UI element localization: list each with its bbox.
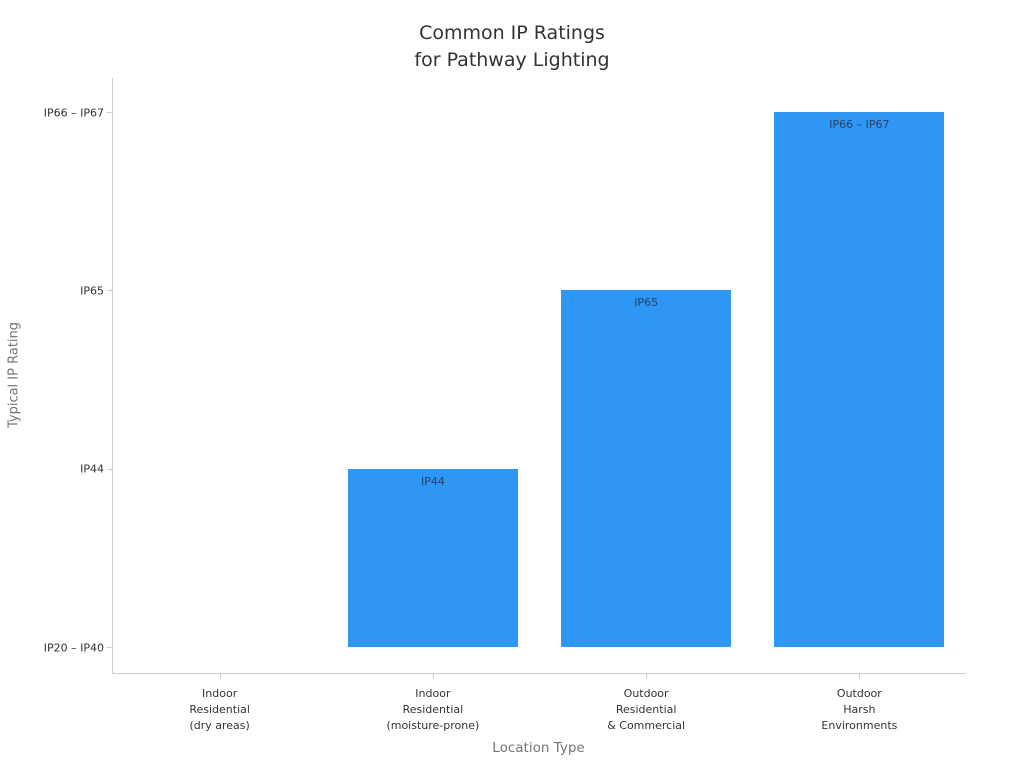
x-tick-mark <box>219 673 221 679</box>
bar-value-label: IP44 <box>420 474 445 488</box>
y-axis-label: Typical IP Rating <box>6 321 22 429</box>
y-tick-mark <box>107 290 113 292</box>
x-tick-mark <box>859 673 861 679</box>
bar-value-label: IP65 <box>634 296 659 310</box>
y-tick-label: IP20 – IP40 <box>43 641 104 654</box>
x-tick-label: Indoor Residential (dry areas) <box>189 687 250 732</box>
y-tick-label: IP66 – IP67 <box>43 106 104 119</box>
y-tick-label: IP65 <box>80 284 104 298</box>
x-tick-label: Outdoor Harsh Environments <box>821 687 898 732</box>
bar-value-label: IP66 – IP67 <box>829 118 890 131</box>
bar <box>561 290 732 647</box>
y-tick-mark <box>107 112 113 113</box>
x-axis-label: Location Type <box>492 740 585 756</box>
x-tick-mark <box>432 673 434 679</box>
plot-area: IP20 – IP40 IP44 IP65 IP66 – IP67 Indoor Res… <box>44 78 966 732</box>
bar <box>347 468 518 647</box>
x-tick-label: Outdoor Residential & Commercial <box>607 687 686 732</box>
y-tick-label: IP44 <box>80 462 104 476</box>
chart-title: Common IP Ratings for Pathway Lighting <box>414 22 610 71</box>
bar <box>774 112 945 647</box>
x-tick-mark <box>646 673 648 679</box>
y-tick-mark <box>107 468 113 470</box>
y-tick-mark <box>107 647 113 648</box>
x-tick-label: Indoor Residential (moisture-prone) <box>386 687 480 732</box>
